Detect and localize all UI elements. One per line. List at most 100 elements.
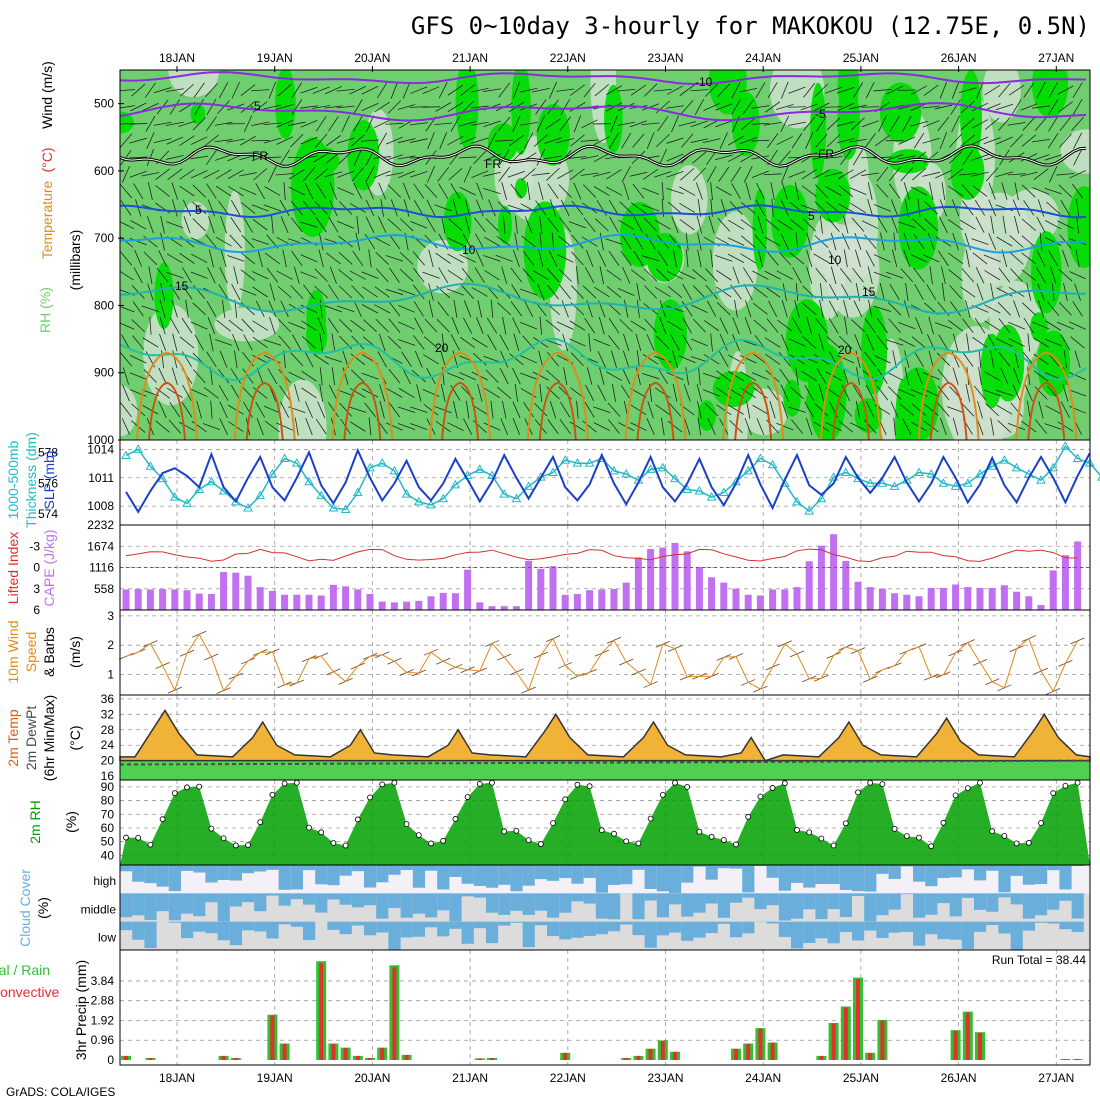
wind-barb: [719, 317, 729, 334]
wind-barb: [458, 121, 477, 127]
thickness-marker: [206, 476, 217, 486]
wind-barb: [120, 183, 133, 199]
wind-barb: [438, 183, 449, 199]
wind-barb: [191, 253, 208, 263]
wind-barb: [874, 134, 890, 147]
wind-barb: [778, 150, 791, 165]
wind-barb: [453, 299, 458, 318]
wind-barb: [949, 133, 962, 148]
cloud-cell: [815, 865, 828, 884]
wind-barb: [876, 166, 889, 182]
rh-moist-patch: [154, 262, 174, 330]
wind-barb: [903, 300, 910, 318]
wind-barb: [526, 182, 531, 201]
wind-barb: [349, 270, 366, 280]
wind-barb: [731, 82, 741, 99]
cloud-cell: [827, 893, 840, 910]
wind-barb: [251, 204, 269, 212]
wind-barb: [279, 149, 290, 166]
rh2-point: [903, 833, 910, 840]
cloud-cell: [144, 921, 157, 949]
wind-barb: [181, 317, 193, 334]
wind-barb: [861, 172, 880, 176]
wind-barb: [703, 354, 720, 365]
wind-barb: [666, 270, 684, 280]
wind-barb: [937, 402, 950, 417]
wind-barb: [818, 384, 825, 402]
wind-barb: [349, 85, 367, 95]
cloud-cell: [791, 921, 804, 949]
wind-barb: [179, 235, 195, 248]
wind-barb: [397, 406, 416, 413]
wind-barb: [866, 334, 875, 351]
rh-dry-patch: [1003, 189, 1060, 245]
wind-barb: [886, 85, 903, 95]
wind-barb: [290, 217, 303, 233]
wind-barb: [941, 266, 946, 285]
wind-barb: [558, 268, 572, 282]
wind-barb: [824, 156, 843, 159]
wind-barb: [161, 350, 164, 369]
cloud-row-label: middle: [81, 902, 117, 916]
wind-barb: [219, 418, 228, 435]
wind-barb: [826, 134, 841, 148]
wind-barb: [769, 401, 776, 419]
wind-barb: [500, 418, 509, 436]
rh2-point: [550, 820, 556, 827]
wind-barb: [777, 219, 793, 230]
wind-barb: [645, 233, 656, 250]
rh2-point: [586, 783, 593, 790]
rh-moist-patch: [514, 177, 528, 199]
wind-barb: [374, 237, 391, 247]
wind-barb: [328, 384, 338, 402]
rh2-point: [330, 840, 337, 846]
wind-barb: [889, 115, 900, 132]
wind-barb: [865, 81, 875, 99]
wind-barb: [715, 186, 732, 196]
label-upper-wind: Wind (m/s): [39, 61, 55, 129]
thickness-marker: [914, 467, 924, 476]
wind-barb: [731, 183, 741, 200]
wind-barb: [1013, 215, 1020, 234]
wind-barb: [716, 269, 732, 281]
wind-barb: [462, 233, 473, 250]
wind-barb: [287, 121, 306, 126]
precip-tick: 2.88: [91, 994, 115, 1008]
wind-barb: [1047, 132, 1059, 149]
cape-bar: [866, 587, 874, 610]
wind-barb: [755, 82, 766, 99]
cloud-cell: [449, 865, 462, 877]
date-label-bottom: 22JAN: [550, 1071, 586, 1085]
contour-25: [722, 351, 785, 440]
wind-barb: [873, 156, 892, 159]
wind-barb: [219, 350, 228, 368]
rh2-point: [525, 837, 532, 844]
wind-barb: [728, 404, 744, 415]
wind-barb: [338, 285, 353, 299]
wind-barb: [643, 268, 658, 282]
wind-barb: [227, 255, 245, 262]
wind-barb: [532, 371, 549, 381]
wind-barb: [704, 320, 720, 332]
cloud-cell: [1071, 921, 1084, 932]
cloud-cell: [461, 921, 474, 944]
cloud-cell: [205, 865, 218, 883]
cloud-cell: [803, 893, 816, 910]
wind-barb: [764, 270, 781, 280]
wind-barb: [317, 317, 325, 335]
wind-barb: [804, 384, 814, 401]
temp-tick: 24: [101, 738, 115, 752]
wind-barb: [647, 401, 654, 419]
wind-barb: [352, 99, 363, 115]
wind-barb: [276, 422, 293, 431]
rh-moist-patch: [879, 82, 922, 143]
wind-barb: [898, 389, 916, 397]
wind-barb-10m: [1070, 637, 1085, 645]
wind-barb: [133, 267, 143, 284]
wind-barb: [751, 139, 770, 142]
wind-barb: [975, 266, 985, 284]
wind-barb: [818, 333, 825, 352]
wind-barb: [351, 167, 364, 182]
wind-barb: [398, 304, 416, 313]
wind-barb: [219, 266, 228, 284]
